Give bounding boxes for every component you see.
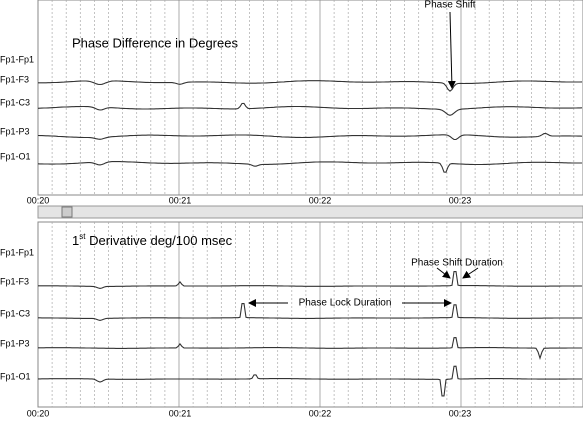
annotation: Phase Shift Duration xyxy=(411,258,503,269)
scroll-thumb[interactable] xyxy=(61,206,73,218)
time-label: 00:22 xyxy=(309,408,332,418)
channel-label: Fp1-P3 xyxy=(0,338,30,348)
trace xyxy=(38,80,583,92)
annotation: Phase Shift xyxy=(424,0,475,11)
bottom-plot xyxy=(37,221,583,408)
trace xyxy=(38,271,582,289)
trace xyxy=(38,365,582,397)
annotation: Phase Lock Duration xyxy=(299,298,392,309)
time-label: 00:23 xyxy=(449,195,472,205)
channel-label: Fp1-Fp1 xyxy=(0,247,34,257)
channel-label: Fp1-Fp1 xyxy=(0,54,34,64)
channel-label: Fp1-C3 xyxy=(0,308,30,318)
channel-label: Fp1-F3 xyxy=(0,276,29,286)
title-text: Derivative deg/100 msec xyxy=(85,233,232,248)
channel-label: Fp1-C3 xyxy=(0,97,30,107)
trace xyxy=(38,303,582,321)
title-superscript: st xyxy=(79,232,86,241)
channel-label: Fp1-F3 xyxy=(0,74,29,84)
top-plot xyxy=(37,0,583,196)
trace xyxy=(37,132,583,141)
arrow xyxy=(447,11,456,89)
channel-label: Fp1-O1 xyxy=(0,151,31,161)
time-label: 00:21 xyxy=(169,408,192,418)
time-label: 00:20 xyxy=(27,408,50,418)
scrollbar[interactable] xyxy=(37,205,583,219)
arrow xyxy=(462,267,479,279)
traces xyxy=(37,80,583,397)
time-label: 00:20 xyxy=(27,195,50,205)
panel-title: Phase Difference in Degrees xyxy=(72,35,238,50)
trace xyxy=(37,102,583,116)
panel-title: 1st Derivative deg/100 msec xyxy=(72,232,233,248)
grid xyxy=(37,0,575,407)
channel-label: Fp1-P3 xyxy=(0,126,30,136)
time-label: 00:21 xyxy=(169,195,192,205)
arrow xyxy=(436,267,451,279)
trace xyxy=(38,337,582,361)
title-number: 1 xyxy=(72,233,79,248)
channel-label: Fp1-O1 xyxy=(0,371,31,381)
trace xyxy=(37,161,582,173)
time-label: 00:22 xyxy=(309,195,332,205)
time-label: 00:23 xyxy=(449,408,472,418)
